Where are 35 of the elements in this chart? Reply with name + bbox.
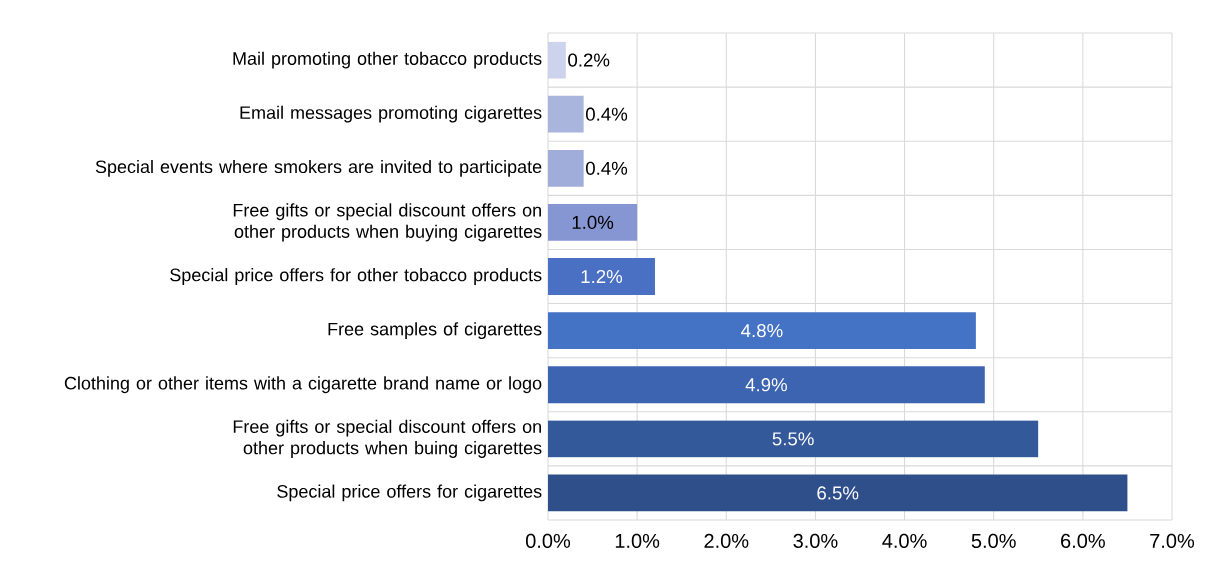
bar [547,204,638,241]
y-tick-label: Free samples of cigarettes [328,322,542,340]
y-tick-label: Mail promoting other tobacco products [233,51,542,69]
x-tick-label: 0.0% [525,533,571,548]
y-tick-label: Special price offers for other tobacco products [170,268,542,285]
bar [547,149,584,187]
bar [547,474,1128,512]
y-tick-label: Clothing or other items with a cigarette brand name or logo [64,376,542,394]
x-tick-label: 3.0% [793,533,838,548]
y-tick-label: Email messages promoting cigarettes [240,105,542,123]
x-tick-label: 7.0% [1150,533,1195,548]
bar [547,366,985,404]
data-label: 4.9% [745,378,787,392]
x-tick-label: 6.0% [1061,533,1105,548]
x-tick-label: 4.0% [882,533,927,548]
data-label: 0.4% [585,107,628,121]
y-tick-label: Free gifts or special discount offers on other products when buing cigarettes [233,419,542,458]
data-label: 4.8% [741,324,783,338]
y-tick-label: Special events where smokers are invited to participate [95,159,542,177]
data-label: 1.0% [572,215,614,230]
data-label: 6.5% [817,486,859,500]
y-tick-label: Special price offers for cigarettes [277,484,542,502]
bar [547,95,584,133]
x-tick-label: 1.0% [615,533,660,548]
bar [547,258,655,295]
data-label: 0.4% [585,161,628,175]
data-label: 1.2% [581,269,623,284]
bar [547,420,1039,458]
bar [547,312,976,350]
data-label: 0.2% [568,53,610,67]
x-tick-label: 5.0% [971,533,1016,548]
y-tick-label: Free gifts or special discount offers on other products when buying cigarettes [233,203,542,242]
data-label: 5.5% [772,432,814,446]
x-tick-label: 2.0% [704,533,749,548]
bar [547,41,566,79]
